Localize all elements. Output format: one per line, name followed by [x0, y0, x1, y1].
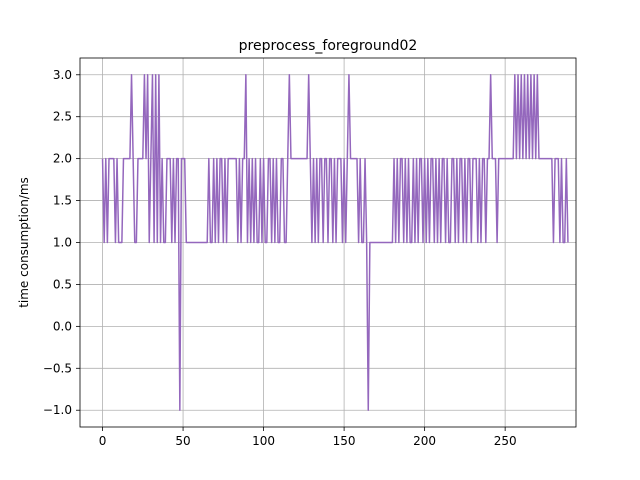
- x-tick-label: 0: [99, 434, 107, 448]
- y-axis-ticks: −1.0 −0.5 0.0 0.5 1.0 1.5 2.0 2.5 3.0: [43, 68, 80, 417]
- y-tick-label: 1.5: [53, 194, 72, 208]
- y-axis-label: time consumption/ms: [17, 177, 31, 308]
- y-tick-label: −0.5: [43, 361, 72, 375]
- x-tick-label: 100: [252, 434, 275, 448]
- y-tick-label: 2.0: [53, 152, 72, 166]
- chart-title: preprocess_foreground02: [239, 38, 418, 54]
- x-tick-label: 200: [413, 434, 436, 448]
- y-tick-label: 1.0: [53, 236, 72, 250]
- y-tick-label: 2.5: [53, 110, 72, 124]
- x-tick-label: 150: [333, 434, 356, 448]
- y-tick-label: −1.0: [43, 403, 72, 417]
- series-line: [101, 74, 569, 411]
- y-tick-label: 3.0: [53, 68, 72, 82]
- x-tick-label: 50: [175, 434, 190, 448]
- x-tick-label: 250: [494, 434, 517, 448]
- x-axis-ticks: 0 50 100 150 200 250: [99, 427, 517, 448]
- y-tick-label: 0.0: [53, 319, 72, 333]
- y-tick-label: 0.5: [53, 277, 72, 291]
